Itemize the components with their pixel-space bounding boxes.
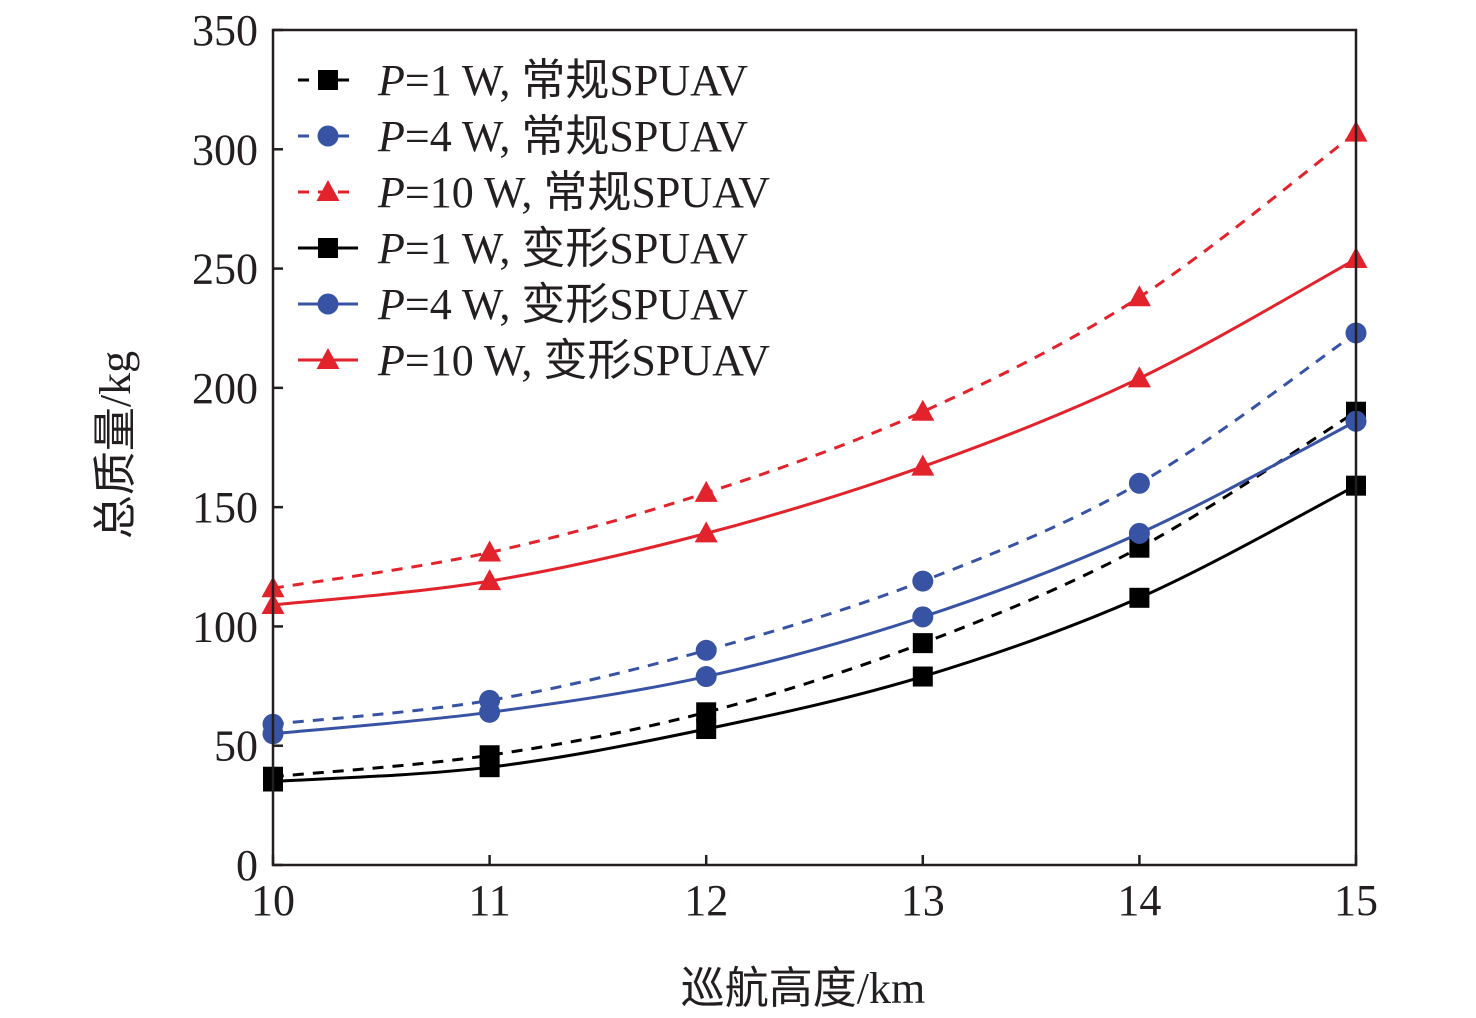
legend-label: P=1 W, 变形SPUAV (377, 224, 748, 273)
legend-label: P=10 W, 变形SPUAV (377, 336, 770, 385)
legend-label: P=1 W, 常规SPUAV (377, 56, 748, 105)
legend-marker (317, 125, 339, 147)
data-point (478, 540, 502, 562)
y-tick-label: 200 (192, 364, 258, 413)
legend-item: P=10 W, 常规SPUAV (298, 168, 770, 217)
legend-marker (317, 293, 339, 315)
data-point (911, 454, 935, 476)
series-line (272, 419, 1357, 736)
legend-label: P=10 W, 常规SPUAV (377, 168, 770, 217)
y-tick-label: 150 (192, 483, 258, 532)
legend-marker (316, 180, 340, 201)
series-4 (263, 475, 1366, 792)
data-point (1129, 537, 1150, 558)
legend-item: P=1 W, 常规SPUAV (298, 56, 748, 105)
y-tick-label: 0 (236, 841, 258, 890)
data-point (479, 701, 501, 723)
y-tick-label: 100 (192, 602, 258, 651)
y-tick-label: 250 (192, 245, 258, 294)
series-line (272, 257, 1357, 607)
series-line (272, 484, 1357, 783)
series-5 (262, 410, 1367, 745)
data-point (694, 521, 718, 543)
data-point (478, 569, 502, 591)
legend-marker (318, 238, 338, 258)
data-point (912, 633, 933, 654)
series-3 (261, 120, 1368, 598)
data-point (696, 702, 717, 723)
legend-marker (316, 348, 340, 369)
plot-frame (271, 28, 1358, 867)
series-layer (261, 120, 1368, 792)
data-point (695, 639, 717, 661)
data-point (912, 570, 934, 592)
y-tick-label: 50 (214, 722, 258, 771)
y-axis-title: 总质量/kg (91, 351, 140, 539)
legend-item: P=4 W, 变形SPUAV (298, 280, 748, 329)
data-point (912, 606, 934, 628)
data-point (1127, 285, 1151, 307)
x-tick-label: 11 (468, 876, 510, 925)
series-1 (263, 401, 1366, 787)
x-tick-label: 14 (1117, 876, 1161, 925)
x-tick-label: 13 (901, 876, 945, 925)
series-line (272, 410, 1357, 779)
legend-label: P=4 W, 变形SPUAV (377, 280, 748, 329)
series-line (272, 331, 1357, 726)
y-tick-label: 350 (192, 6, 258, 55)
y-tick-label: 300 (192, 125, 258, 174)
data-point (912, 666, 933, 687)
data-point (694, 480, 718, 502)
legend-marker (318, 70, 338, 90)
data-point (911, 399, 935, 421)
data-point (1129, 587, 1150, 608)
data-point (696, 719, 717, 740)
legend: P=1 W, 常规SPUAV P=4 W, 常规SPUAV P=10 W, 常规SP… (298, 56, 770, 385)
data-point (479, 757, 500, 778)
legend-item: P=4 W, 常规SPUAV (298, 112, 748, 161)
legend-label: P=4 W, 常规SPUAV (377, 112, 748, 161)
series-line (272, 131, 1357, 590)
legend-item: P=10 W, 变形SPUAV (298, 336, 770, 385)
data-point (1127, 366, 1151, 388)
data-point (1128, 522, 1150, 544)
legend-item: P=1 W, 变形SPUAV (298, 224, 748, 273)
x-tick-label: 12 (684, 876, 728, 925)
x-axis-title: 巡航高度/km (681, 964, 925, 1013)
data-point (1128, 472, 1150, 494)
x-tick-label: 15 (1334, 876, 1378, 925)
data-point (695, 666, 717, 688)
x-tick-label: 10 (251, 876, 295, 925)
